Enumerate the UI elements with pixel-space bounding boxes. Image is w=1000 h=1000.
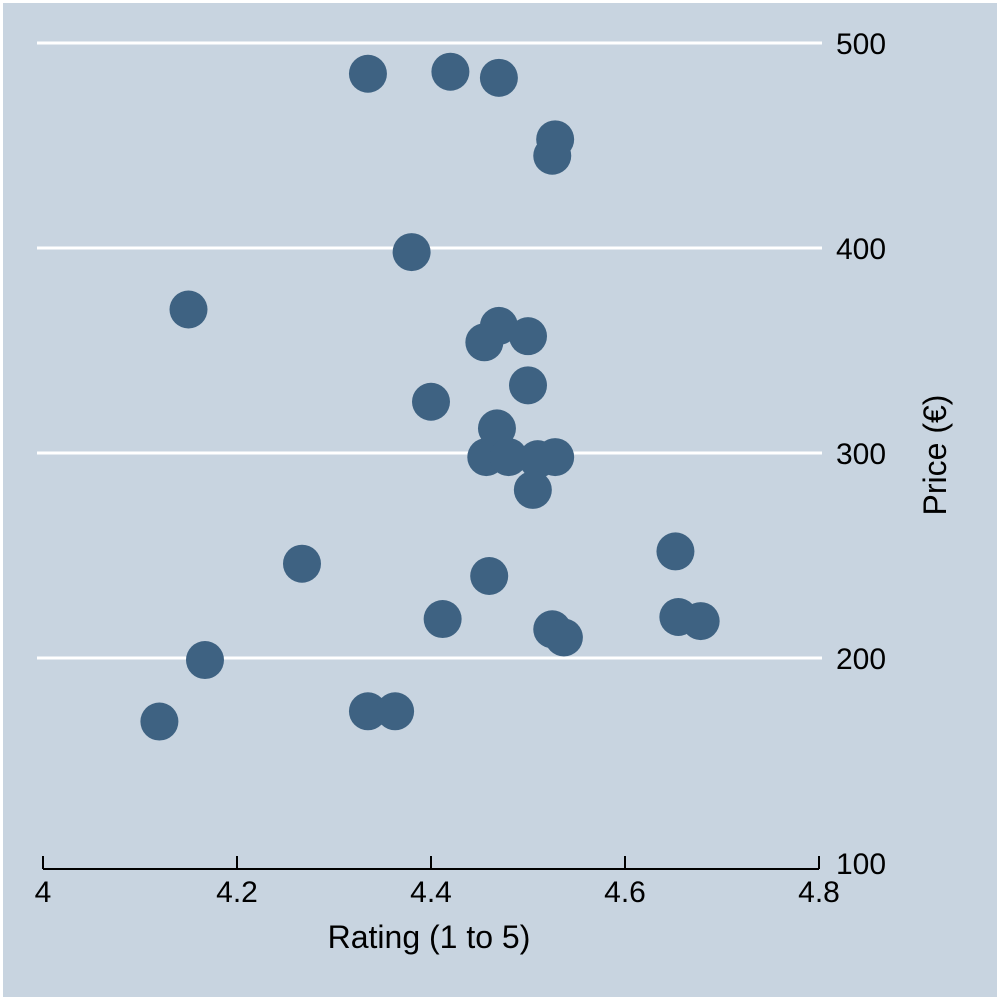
data-point: [282, 544, 321, 583]
data-point: [465, 323, 504, 362]
data-point: [544, 618, 583, 657]
data-point: [348, 54, 387, 93]
data-point: [423, 600, 462, 639]
x-tick-label: 4.4: [410, 876, 452, 909]
data-point: [431, 52, 470, 91]
data-point: [509, 366, 547, 405]
data-point: [470, 557, 509, 595]
x-tick-label: 4: [35, 876, 52, 909]
y-tick-label: 400: [836, 233, 886, 266]
x-axis-title: Rating (1 to 5): [328, 919, 531, 955]
data-points: [140, 52, 720, 741]
data-point: [185, 641, 224, 680]
data-point: [513, 470, 552, 509]
data-point: [412, 382, 450, 421]
data-point: [477, 409, 516, 448]
y-tick-label: 300: [836, 438, 886, 471]
data-point: [348, 692, 387, 731]
y-tick-label: 200: [836, 643, 886, 676]
data-point: [376, 692, 415, 731]
x-tick-label: 4.2: [216, 876, 258, 909]
x-tick-label: 4.8: [798, 876, 840, 909]
data-point: [392, 233, 431, 272]
data-point: [509, 317, 547, 356]
y-tick-label: 500: [836, 28, 886, 61]
data-point: [533, 136, 572, 175]
data-point: [681, 602, 720, 641]
data-point: [479, 58, 518, 97]
y-tick-label: 100: [836, 848, 886, 881]
data-point: [140, 702, 179, 741]
data-point: [169, 290, 208, 329]
data-point: [536, 438, 575, 477]
x-tick-label: 4.6: [604, 876, 646, 909]
data-point: [489, 438, 528, 477]
data-point: [656, 532, 695, 571]
y-axis-title: Price (€): [917, 395, 953, 516]
